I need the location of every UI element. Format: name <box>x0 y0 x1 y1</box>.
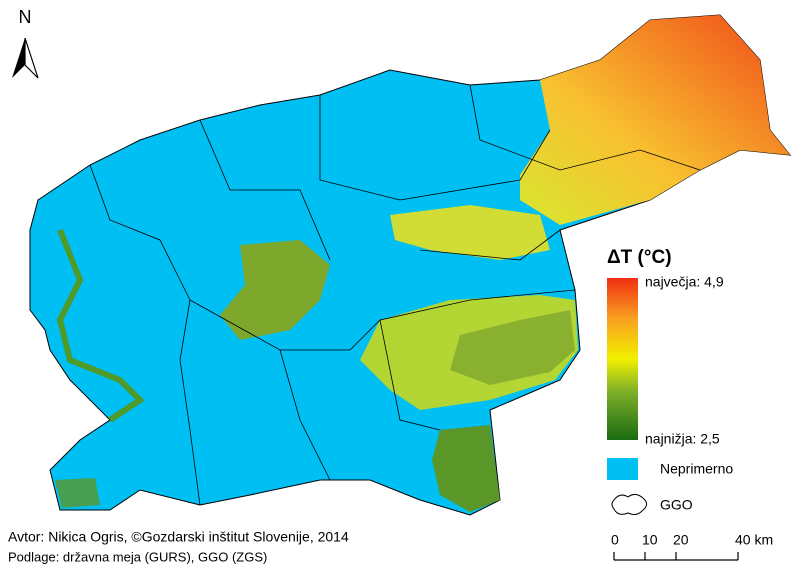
legend-max: največja: 4,9 <box>645 274 724 290</box>
high-change-zone <box>520 15 790 225</box>
legend-title: ΔT (°C) <box>607 247 672 268</box>
legend-min: najnižja: 2,5 <box>645 431 720 447</box>
north-label: N <box>19 7 32 27</box>
legend-gradient <box>607 278 638 440</box>
scale-label: 40 km <box>735 532 773 548</box>
coast-zone <box>56 228 145 423</box>
legend-ggo-icon <box>611 493 648 516</box>
scale-label: 0 <box>611 532 619 548</box>
low-change-zone <box>55 478 100 508</box>
north-arrow: N <box>12 7 39 79</box>
legend-ggo: GGO <box>660 497 693 513</box>
legend-unsuitable: Neprimerno <box>660 461 733 477</box>
low-change-zone <box>220 240 330 340</box>
legend-swatch <box>607 458 638 480</box>
scale-label: 20 <box>673 532 689 548</box>
credit-sources: Podlage: državna meja (GURS), GGO (ZGS) <box>8 549 267 564</box>
ggo-borders <box>89 84 701 506</box>
credit-author: Avtor: Nikica Ogris, ©Gozdarski inštitut… <box>8 529 349 545</box>
scale-label: 10 <box>642 532 658 548</box>
low-change-zone <box>432 425 500 512</box>
low-change-zone <box>450 310 575 385</box>
mid-change-zone <box>390 205 550 260</box>
